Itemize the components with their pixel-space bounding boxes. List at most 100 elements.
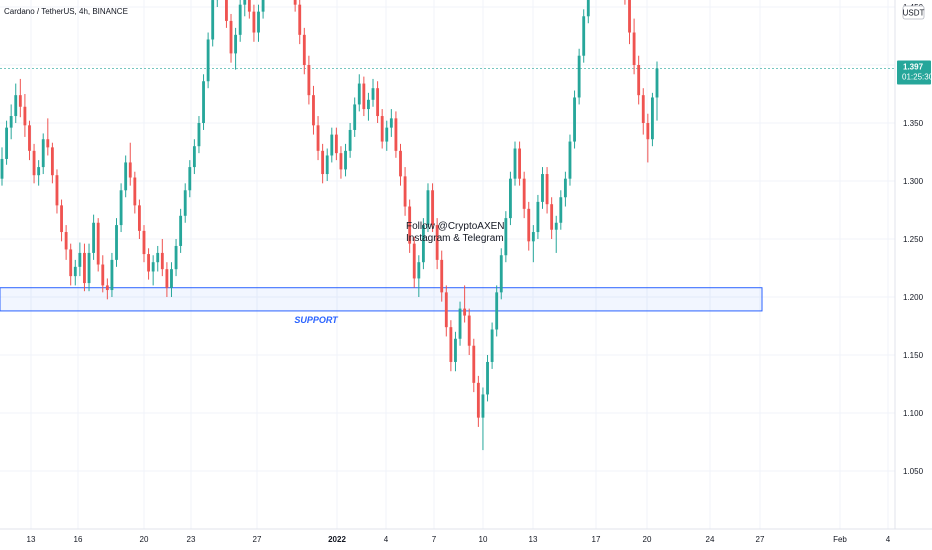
candle-body	[522, 178, 526, 209]
candle-body	[302, 34, 306, 65]
candle-body	[550, 204, 554, 230]
candle-body	[0, 158, 4, 179]
candle-body	[394, 118, 398, 151]
y-tick-label: 1.100	[903, 409, 924, 418]
candle-body	[37, 167, 41, 176]
candle-body	[124, 162, 128, 191]
x-tick-label: 24	[706, 535, 715, 544]
zone-support	[0, 287, 763, 312]
candle-body	[321, 150, 325, 175]
candle-body	[399, 150, 402, 177]
annotation-line-1: Follow @CryptoAXEN	[406, 221, 505, 232]
x-tick-label: 17	[592, 535, 601, 544]
currency-badge-label: USDT	[903, 9, 925, 18]
x-tick-label: 27	[253, 535, 262, 544]
candle-body	[133, 177, 137, 206]
x-tick-label: 23	[187, 535, 196, 544]
candle-body	[440, 259, 444, 293]
candle-body	[435, 225, 439, 260]
candle-body	[325, 155, 329, 175]
currency-badge[interactable]	[902, 5, 925, 20]
candle-body	[421, 225, 425, 263]
candle-body	[495, 292, 499, 330]
x-tick-label: 7	[432, 535, 437, 544]
candle-body	[536, 201, 540, 233]
candle-body	[23, 106, 27, 126]
candle-body	[371, 88, 375, 100]
candle-body	[344, 150, 347, 170]
candle-body	[545, 174, 549, 205]
candle-body	[202, 81, 205, 123]
candle-body	[454, 338, 457, 362]
x-tick-label: 2022	[328, 535, 346, 544]
time-axis[interactable]: 13 16 20 23 27 2022 4 7 10 13 17 20 24 27 Feb 4	[27, 535, 891, 544]
candle-body	[481, 394, 485, 418]
candle-body	[380, 116, 384, 142]
x-tick-label: 27	[756, 535, 765, 544]
candle-body	[509, 178, 512, 219]
candle-body	[5, 127, 9, 159]
candle-body	[646, 123, 650, 140]
candle-body	[486, 361, 489, 395]
candle-body	[563, 178, 567, 198]
candle-body	[655, 68, 659, 98]
price-axis-bg	[895, 0, 932, 550]
y-tick-label: 1.350	[903, 119, 924, 128]
candle-body	[60, 205, 63, 233]
last-price-countdown: 01:25:30	[902, 72, 932, 81]
candle-body	[105, 285, 109, 291]
candle-body	[137, 205, 141, 231]
candle-body	[463, 308, 467, 316]
candle-body	[229, 20, 233, 54]
candle-body	[257, 11, 260, 33]
candle-body	[316, 125, 320, 151]
candle-body	[261, 0, 265, 12]
last-price-tag: 1.397 01:25:30	[897, 60, 932, 85]
candle-body	[128, 162, 132, 178]
candle-body	[403, 176, 407, 207]
candle-body	[252, 11, 256, 33]
candle-body	[147, 254, 150, 272]
candle-body	[192, 146, 196, 168]
x-tick-label: Feb	[833, 535, 847, 544]
x-tick-label: 13	[27, 535, 36, 544]
candle-body	[641, 95, 645, 123]
candle-body	[211, 0, 215, 40]
x-tick-label: 4	[384, 535, 389, 544]
candle-body	[9, 116, 13, 128]
candle-body	[334, 134, 338, 154]
candle-body	[46, 139, 50, 148]
candle-body	[234, 34, 238, 54]
candle-body	[83, 252, 86, 284]
candle-body	[160, 252, 164, 270]
candle-body	[41, 139, 45, 168]
candle-body	[568, 141, 572, 179]
candle-body	[312, 95, 315, 126]
candle-body	[142, 230, 146, 255]
chart-title: Cardano / TetherUS, 4h, BINANCE	[4, 7, 128, 16]
candle-body	[426, 190, 430, 226]
candle-body	[298, 4, 302, 35]
y-tick-label: 1.300	[903, 177, 924, 186]
candle-body	[18, 95, 22, 107]
candle-body	[362, 83, 366, 110]
candle-body	[243, 0, 247, 5]
candle-body	[156, 252, 160, 263]
candle-body	[330, 134, 334, 156]
candle-body	[357, 83, 361, 105]
candle-body	[165, 269, 169, 288]
grid-lines	[0, 0, 895, 529]
candle-body	[650, 97, 654, 140]
candle-body	[632, 32, 636, 65]
candle-body	[376, 88, 380, 117]
candle-body	[197, 123, 201, 147]
last-price-value: 1.397	[903, 62, 924, 71]
candle-body	[170, 269, 173, 288]
candle-body	[499, 255, 503, 293]
candle-body	[367, 99, 370, 110]
candle-body	[87, 252, 91, 284]
candle-body	[179, 215, 183, 246]
candle-body	[64, 232, 68, 250]
candle-body	[28, 125, 31, 151]
